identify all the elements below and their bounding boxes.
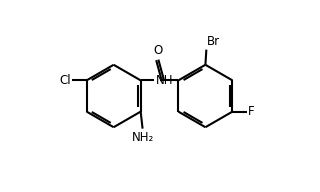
Text: NH₂: NH₂	[132, 131, 154, 144]
Text: O: O	[154, 44, 163, 57]
Text: F: F	[248, 105, 254, 118]
Text: Cl: Cl	[60, 74, 71, 87]
Text: Br: Br	[207, 35, 220, 48]
Text: NH: NH	[156, 74, 173, 87]
